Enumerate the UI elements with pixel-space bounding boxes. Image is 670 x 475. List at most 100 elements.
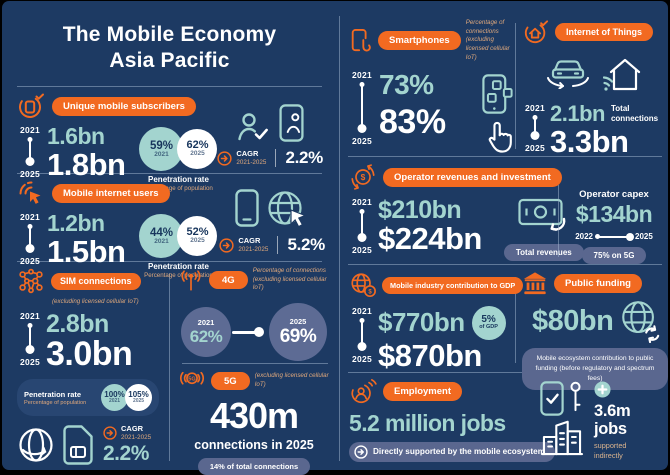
4g-circle-2025: 2025 69%	[269, 303, 327, 362]
key-icon	[570, 381, 581, 412]
indirect-jobs-unit: jobs	[594, 420, 627, 439]
title-line1: The Mobile Economy	[62, 23, 277, 46]
section-internet-of-things: Internet of Things	[523, 19, 669, 158]
globe-cursor-icon	[268, 191, 307, 228]
smartphone-tap-icon	[351, 28, 371, 52]
mobile-subscriber-icon	[19, 93, 44, 118]
globe-money-icon: $	[351, 273, 376, 298]
value-2021: 1.2bn	[47, 210, 105, 236]
section-badge: Mobile industry contribution to GDP	[382, 276, 524, 294]
phone-user-icon	[279, 104, 304, 142]
capex-value: $134bn	[575, 201, 653, 227]
penetration-circle-2025: 105% 2025	[125, 384, 152, 412]
divider	[348, 372, 662, 373]
title-line2: Asia Pacific	[109, 49, 230, 73]
divider	[169, 273, 170, 461]
divider	[558, 185, 559, 257]
penetration-circle-2025: 62% 2025	[177, 129, 218, 169]
cagr-block: CAGR 2021-2025	[103, 425, 151, 441]
value-2025: $224bn	[378, 221, 482, 256]
phone-icon	[235, 189, 259, 227]
connected-car-icon	[547, 60, 589, 89]
capex-timeline: 2022 2025	[575, 232, 653, 241]
section-employment: Employment 5.2 million jobs Directly sup…	[349, 378, 667, 462]
divider	[339, 16, 340, 461]
hand-pointer-icon	[488, 122, 512, 153]
year-timeline: 2021 2025	[351, 197, 373, 255]
phone-apps-icon	[482, 74, 513, 115]
5g-connections-caption: connections in 2025	[194, 438, 314, 452]
divider	[17, 86, 322, 87]
section-public-funding: Public funding $80bn Mobile ecosystem co…	[522, 271, 670, 391]
year-timeline: 2021 2025	[19, 310, 41, 367]
section-badge: Mobile internet users	[52, 183, 170, 203]
value-2025: $870bn	[378, 338, 482, 373]
dollar-cycle-icon: $	[351, 164, 375, 190]
section-badge: Operator revenues and investment	[383, 167, 562, 187]
value-2025: 83%	[379, 103, 446, 142]
divider	[515, 23, 516, 149]
phone-check-icon	[540, 381, 564, 416]
cagr-block: CAGR 2021-2025 5.2%	[219, 235, 325, 255]
section-badge: 5G	[211, 372, 250, 390]
connector	[232, 327, 264, 338]
section-5g: 5G 5G (excluding licensed cellular IoT) …	[178, 369, 330, 475]
5g-connections-value: 430m	[209, 395, 299, 436]
banknote-refresh-icon	[518, 198, 566, 231]
penetration-circle-2025: 52% 2025	[177, 216, 218, 256]
section-badge: SIM connections	[51, 272, 141, 290]
gdp-share-badge: 5% of GDP	[471, 306, 506, 340]
year-timeline: 2021 2025	[19, 212, 41, 266]
indirect-jobs-value: 3.6m	[594, 402, 631, 420]
penetration-rate-group: 59% 2021 62% 2025 Penetration rate Perce…	[139, 127, 218, 192]
cagr-value: 2.2%	[285, 148, 323, 167]
penetration-rate-group: 44% 2021 52% 2025 Penetration rate Perce…	[139, 214, 218, 279]
iot-home-icon	[524, 20, 549, 44]
sim-penetration-panel: Penetration rate Percentage of populatio…	[17, 379, 159, 417]
arrow-circle-icon	[354, 445, 368, 459]
arrow-circle-icon	[217, 150, 232, 166]
value-2021: 2.1bn	[550, 101, 605, 126]
year-timeline: 2021 2025	[351, 306, 373, 364]
divider	[17, 261, 322, 262]
value-2021: $210bn	[378, 196, 462, 224]
plus-circle-icon	[594, 381, 611, 398]
section-unique-mobile-subscribers: Unique mobile subscribers 2021 2025 1.6b…	[17, 92, 329, 192]
section-sim-connections: SIM connections (excluding licensed cell…	[17, 267, 165, 465]
section-smartphones: Smartphones Percentage of connections (e…	[349, 19, 513, 155]
bank-icon	[523, 272, 547, 295]
penetration-circle-2021: 59% 2021	[139, 127, 184, 171]
year-timeline: 2021 2025	[19, 125, 41, 179]
globe-arrows-icon	[19, 428, 53, 462]
5g-signal-icon: 5G	[180, 371, 204, 385]
4g-share-chart: 2021 62% 2025 69%	[178, 303, 330, 362]
4g-circle-2021: 2021 62%	[181, 307, 231, 358]
svg-text:$: $	[361, 172, 366, 182]
divider	[348, 264, 662, 265]
divider	[515, 277, 516, 363]
antenna-icon	[181, 269, 201, 291]
cagr-block: CAGR 2021-2025 2.2%	[217, 148, 323, 168]
section-badge: Internet of Things	[555, 23, 653, 41]
svg-text:5G: 5G	[188, 376, 195, 382]
section-operator-revenues: $ Operator revenues and investment 2021 …	[349, 163, 667, 264]
arrow-circle-icon	[219, 237, 234, 253]
value-2025: 1.8bn	[47, 146, 126, 182]
svg-text:$: $	[368, 290, 372, 296]
sim-network-icon	[19, 268, 43, 294]
divider	[17, 173, 322, 174]
page-title: The Mobile Economy Asia Pacific	[2, 22, 337, 75]
value-2025: 1.5bn	[47, 233, 126, 269]
value-2021: $770bn	[378, 307, 465, 338]
section-mobile-internet-users: Mobile internet users 2021 2025 1.2bn 1.…	[17, 179, 329, 279]
year-timeline: 2021 2025	[524, 103, 546, 153]
section-badge: Employment	[383, 382, 463, 401]
direct-jobs-badge: Directly supported by the mobile ecosyst…	[349, 441, 555, 462]
section-4g: 4G Percentage of connections (excluding …	[178, 267, 330, 362]
section-badge: 4G	[209, 271, 248, 289]
penetration-circle-2021: 44% 2021	[139, 214, 184, 258]
employee-icon	[351, 378, 377, 404]
section-gdp-contribution: $ Mobile industry contribution to GDP 20…	[349, 271, 524, 373]
